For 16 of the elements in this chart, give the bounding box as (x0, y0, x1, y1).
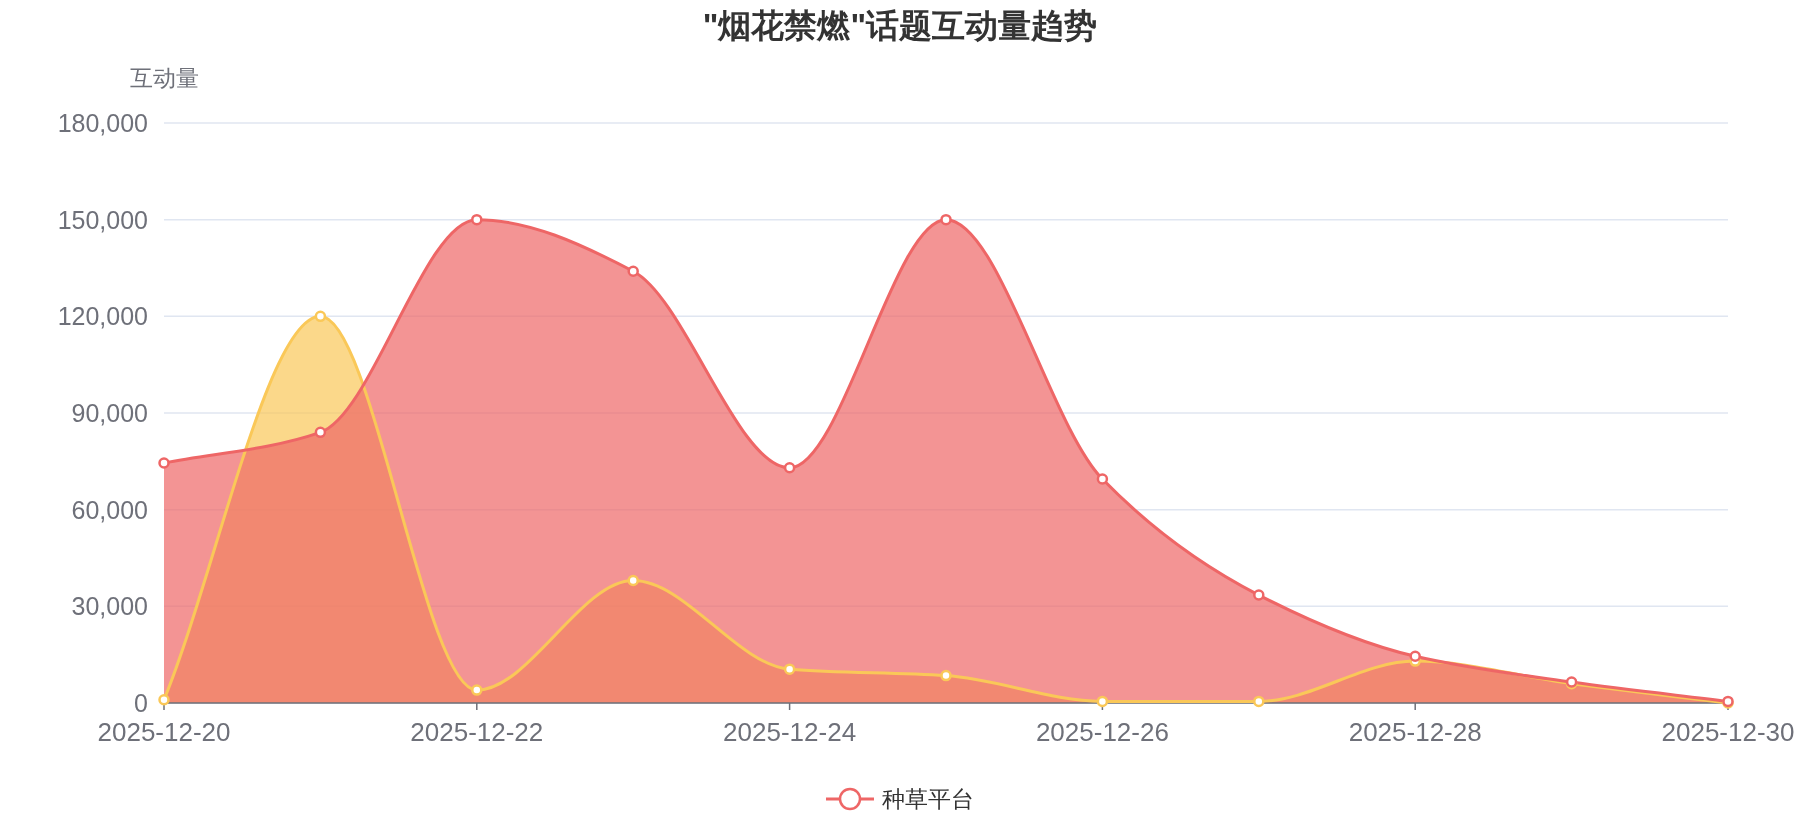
x-tick-label: 2025-12-22 (410, 717, 544, 747)
y-tick-label: 150,000 (57, 205, 148, 234)
y-tick-label: 0 (134, 689, 148, 717)
x-tick-label: 2025-12-30 (1661, 717, 1795, 747)
x-tick-label: 2025-12-20 (97, 717, 231, 747)
y-tick-label: 120,000 (57, 302, 148, 331)
x-tick-label: 2025-12-24 (723, 717, 857, 747)
legend-label: 种草平台 (882, 786, 974, 812)
x-tick-label: 2025-12-28 (1348, 717, 1482, 747)
y-tick-label: 60,000 (71, 495, 148, 524)
y-axis-title: 互动量 (129, 65, 199, 91)
y-tick-label: 30,000 (71, 592, 148, 621)
x-tick-label: 2025-12-26 (1035, 717, 1169, 747)
title: "烟花禁燃"话题互动量趋势 (702, 7, 1098, 44)
y-tick-label: 180,000 (57, 109, 148, 137)
y-tick-label: 90,000 (71, 399, 148, 427)
